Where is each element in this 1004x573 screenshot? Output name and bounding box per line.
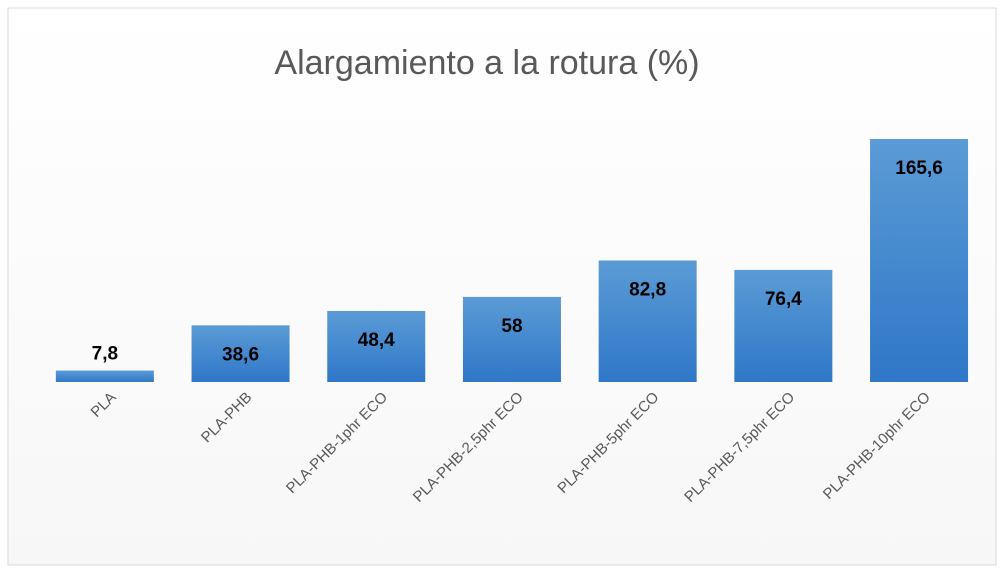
value-label: 7,8	[92, 344, 118, 365]
bar	[327, 310, 426, 382]
value-label: 48,4	[358, 330, 395, 351]
value-label: 58	[501, 316, 522, 337]
bar	[191, 325, 290, 382]
value-label: 38,6	[222, 344, 259, 365]
bar	[462, 296, 561, 382]
value-label: 165,6	[895, 158, 943, 179]
bar	[598, 260, 697, 382]
chart-title: Alargamiento a la rotura (%)	[274, 44, 699, 82]
bar	[55, 370, 154, 382]
bar	[734, 269, 833, 382]
bar	[870, 139, 969, 382]
value-label: 82,8	[629, 280, 666, 301]
value-label: 76,4	[765, 289, 802, 310]
